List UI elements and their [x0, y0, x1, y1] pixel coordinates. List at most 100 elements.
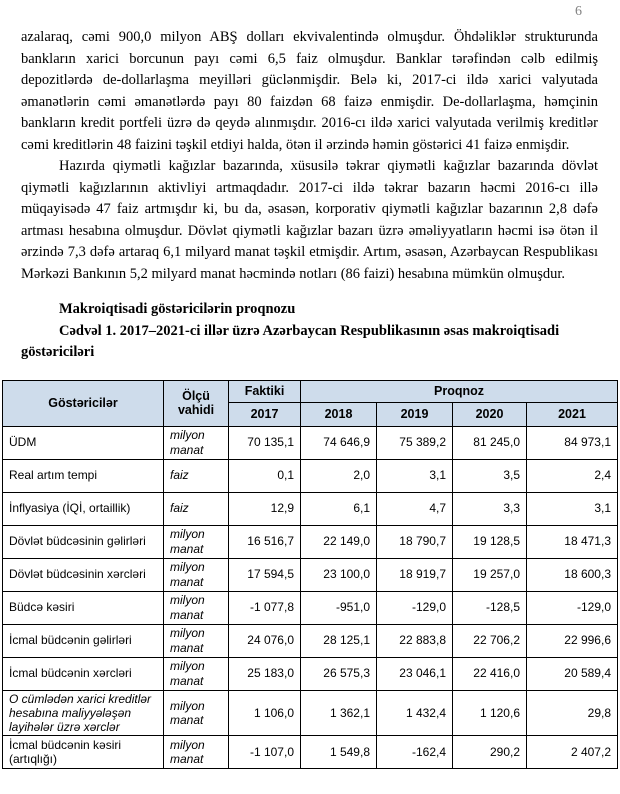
column-header-forecast: Proqnoz	[300, 379, 618, 403]
table-row: İcmal büdcənin xərcləri milyon manat 25 18…	[2, 656, 618, 691]
value-cell: 3,5	[452, 458, 527, 493]
value-cell: -1 107,0	[228, 734, 301, 769]
value-cell: 25 183,0	[228, 656, 301, 691]
value-cell: 6,1	[300, 491, 377, 526]
value-cell: 1 432,4	[376, 689, 453, 736]
unit-cell: milyon manat	[163, 689, 229, 736]
column-header-year-2020: 2020	[452, 401, 527, 427]
value-cell: -128,5	[452, 590, 527, 625]
table-row: ÜDM milyon manat 70 135,1 74 646,9 75 389,2 8…	[2, 425, 618, 460]
column-header-actual: Faktiki	[228, 379, 301, 403]
value-cell: 20 589,4	[526, 656, 618, 691]
unit-cell: milyon manat	[163, 524, 229, 559]
document-page: 6 azalaraq, cəmi 900,0 milyon ABŞ dollar…	[0, 0, 620, 769]
value-cell: 1 106,0	[228, 689, 301, 736]
table-header-year-row: 2017 2018 2019 2020 2021	[3, 401, 618, 427]
value-cell: 23 100,0	[300, 557, 377, 592]
unit-cell: milyon manat	[163, 734, 229, 769]
column-header-year-2019: 2019	[376, 401, 453, 427]
value-cell: 18 471,3	[526, 524, 618, 559]
column-header-unit: Ölçü vahidi	[163, 379, 229, 427]
value-cell: 290,2	[452, 734, 527, 769]
table-header-group-row: Göstəricilər Ölçü vahidi Faktiki Proqnoz	[2, 379, 618, 427]
value-cell: -1 077,8	[228, 590, 301, 625]
value-cell: -162,4	[376, 734, 453, 769]
value-cell: 3,3	[452, 491, 527, 526]
unit-cell: milyon manat	[163, 623, 229, 658]
table-row: Dövlət büdcəsinin gəlirləri milyon manat 1…	[2, 524, 618, 559]
value-cell: 2,4	[526, 458, 618, 493]
value-cell: 24 076,0	[228, 623, 301, 658]
value-cell: 23 046,1	[376, 656, 453, 691]
value-cell: 3,1	[526, 491, 618, 526]
value-cell: 19 257,0	[452, 557, 527, 592]
value-cell: -129,0	[376, 590, 453, 625]
value-cell: 1 362,1	[300, 689, 377, 736]
indicator-label: İcmal büdcənin kəsiri (artıqlığı)	[2, 734, 164, 769]
table-row: Büdcə kəsiri milyon manat -1 077,8 -951,0 -1…	[2, 590, 618, 625]
value-cell: 26 575,3	[300, 656, 377, 691]
table-caption: Cədvəl 1. 2017–2021-ci illər üzrə Azərba…	[21, 322, 560, 361]
value-cell: 75 389,2	[376, 425, 453, 460]
value-cell: 22 883,8	[376, 623, 453, 658]
indicator-label: Dövlət büdcəsinin gəlirləri	[2, 524, 164, 559]
value-cell: -129,0	[526, 590, 618, 625]
unit-cell: faiz	[163, 458, 229, 493]
page-content: azalaraq, cəmi 900,0 milyon ABŞ dolları …	[0, 0, 620, 364]
paragraph-securities: Hazırda qiymətli kağızlar bazarında, xüs…	[21, 158, 598, 282]
macro-indicators-table: Göstəricilər Ölçü vahidi Faktiki Proqnoz…	[2, 379, 618, 769]
indicator-label: Dövlət büdcəsinin xərcləri	[2, 557, 164, 592]
value-cell: 19 128,5	[452, 524, 527, 559]
section-title: Makroiqtisadi göstəricilərin proqnozu	[59, 301, 296, 317]
value-cell: 29,8	[526, 689, 618, 736]
value-cell: 1 549,8	[300, 734, 377, 769]
indicator-label: ÜDM	[2, 425, 164, 460]
value-cell: 2 407,2	[526, 734, 618, 769]
indicator-label: İnflyasiya (İQİ, ortaillik)	[2, 491, 164, 526]
unit-cell: milyon manat	[163, 656, 229, 691]
column-header-indicators: Göstəricilər	[2, 379, 164, 427]
column-header-year-2021: 2021	[526, 401, 618, 427]
value-cell: 17 594,5	[228, 557, 301, 592]
value-cell: 16 516,7	[228, 524, 301, 559]
value-cell: 22 149,0	[300, 524, 377, 559]
indicator-label: İcmal büdcənin xərcləri	[2, 656, 164, 691]
table-row: Real artım tempi faiz 0,1 2,0 3,1 3,5 2,4	[2, 458, 618, 493]
indicator-label: O cümlədən xarici kreditlər hesabına mal…	[2, 689, 164, 736]
value-cell: 22 706,2	[452, 623, 527, 658]
value-cell: 2,0	[300, 458, 377, 493]
unit-cell: milyon manat	[163, 557, 229, 592]
table-row: İnflyasiya (İQİ, ortaillik) faiz 12,9 6,1 4,…	[2, 491, 618, 526]
value-cell: -951,0	[300, 590, 377, 625]
table-row: Dövlət büdcəsinin xərcləri milyon manat 17…	[2, 557, 618, 592]
indicator-label: Büdcə kəsiri	[2, 590, 164, 625]
value-cell: 4,7	[376, 491, 453, 526]
unit-cell: milyon manat	[163, 590, 229, 625]
value-cell: 70 135,1	[228, 425, 301, 460]
value-cell: 22 416,0	[452, 656, 527, 691]
page-number: 6	[575, 4, 582, 19]
table-row: O cümlədən xarici kreditlər hesabına mal…	[2, 689, 618, 736]
value-cell: 0,1	[228, 458, 301, 493]
value-cell: 3,1	[376, 458, 453, 493]
value-cell: 18 600,3	[526, 557, 618, 592]
value-cell: 1 120,6	[452, 689, 527, 736]
unit-cell: milyon manat	[163, 425, 229, 460]
value-cell: 18 790,7	[376, 524, 453, 559]
table-body: ÜDM milyon manat 70 135,1 74 646,9 75 389,2 8…	[2, 425, 618, 769]
value-cell: 18 919,7	[376, 557, 453, 592]
value-cell: 74 646,9	[300, 425, 377, 460]
table-row: İcmal büdcənin kəsiri (artıqlığı) milyon …	[2, 734, 618, 769]
indicator-label: Real artım tempi	[2, 458, 164, 493]
value-cell: 84 973,1	[526, 425, 618, 460]
column-header-year-2017: 2017	[228, 401, 301, 427]
table-row: İcmal büdcənin gəlirləri milyon manat 24 0…	[2, 623, 618, 658]
value-cell: 22 996,6	[526, 623, 618, 658]
paragraph-banking: azalaraq, cəmi 900,0 milyon ABŞ dolları …	[21, 29, 598, 153]
value-cell: 28 125,1	[300, 623, 377, 658]
unit-cell: faiz	[163, 491, 229, 526]
value-cell: 12,9	[228, 491, 301, 526]
column-header-year-2018: 2018	[300, 401, 377, 427]
indicator-label: İcmal büdcənin gəlirləri	[2, 623, 164, 658]
value-cell: 81 245,0	[452, 425, 527, 460]
